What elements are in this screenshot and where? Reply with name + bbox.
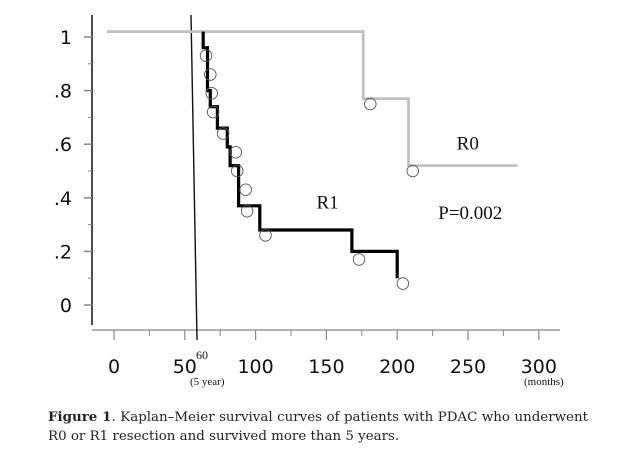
censor-mark bbox=[240, 204, 254, 218]
annotations: R0 R1 P=0.002 bbox=[316, 134, 502, 225]
y-tick-label: 1 bbox=[60, 27, 72, 49]
censor-mark bbox=[352, 253, 366, 266]
figure-label: Figure 1 bbox=[48, 409, 112, 425]
censor-mark bbox=[205, 87, 218, 100]
x-tick-label: 200 bbox=[379, 356, 415, 378]
censor-mark bbox=[216, 127, 230, 140]
censor-mark bbox=[406, 164, 420, 178]
annotation-r1: R1 bbox=[316, 193, 338, 214]
censor-mark bbox=[396, 277, 410, 290]
reference-sublabel: (5 year) bbox=[190, 376, 225, 388]
censor-mark bbox=[239, 183, 252, 197]
x-tick-label: 150 bbox=[308, 356, 344, 378]
series-r0 bbox=[106, 30, 518, 178]
censor-mark bbox=[230, 164, 244, 178]
y-tick-label: .4 bbox=[54, 188, 72, 210]
reference-label: 60 bbox=[196, 348, 208, 362]
x-tick-label: 300 bbox=[521, 356, 557, 378]
x-ticks: 0 50 100 150 200 250 300 bbox=[108, 330, 557, 378]
caption-text: . Kaplan–Meier survival curves of patien… bbox=[48, 410, 588, 444]
censor-mark bbox=[206, 105, 220, 119]
series-r1 bbox=[199, 31, 410, 290]
y-ticks: 0 .2 .4 .6 .8 1 bbox=[54, 27, 92, 317]
censor-mark bbox=[364, 97, 377, 111]
five-year-reference: 60 (5 year) bbox=[190, 14, 225, 388]
y-tick-label: .8 bbox=[54, 81, 72, 103]
x-tick-label: 0 bbox=[108, 356, 120, 378]
y-tick-label: .2 bbox=[54, 241, 72, 263]
y-tick-label: 0 bbox=[60, 295, 72, 317]
censor-mark bbox=[229, 145, 243, 159]
survival-curve-r1 bbox=[201, 31, 399, 279]
annotation-r0: R0 bbox=[457, 134, 479, 155]
x-tick-label: 250 bbox=[450, 356, 486, 378]
y-tick-label: .6 bbox=[54, 134, 72, 156]
censor-mark bbox=[204, 68, 217, 81]
x-tick-label: 100 bbox=[237, 356, 273, 378]
figure-caption: Figure 1. Kaplan–Meier survival curves o… bbox=[48, 408, 588, 446]
survival-curve-r0 bbox=[106, 30, 518, 167]
series-layer bbox=[106, 30, 518, 290]
annotation-pvalue: P=0.002 bbox=[438, 203, 502, 224]
x-tick-label: 50 bbox=[173, 356, 197, 378]
x-axis-unit-label: (months) bbox=[524, 376, 564, 388]
reference-line-60-months bbox=[190, 14, 198, 341]
km-survival-chart: 0 .2 .4 .6 .8 1 0 50 100 150 200 250 300 60 (5 year… bbox=[54, 14, 564, 388]
axes bbox=[91, 15, 560, 331]
censor-mark bbox=[199, 49, 213, 63]
censor-mark bbox=[259, 229, 272, 242]
